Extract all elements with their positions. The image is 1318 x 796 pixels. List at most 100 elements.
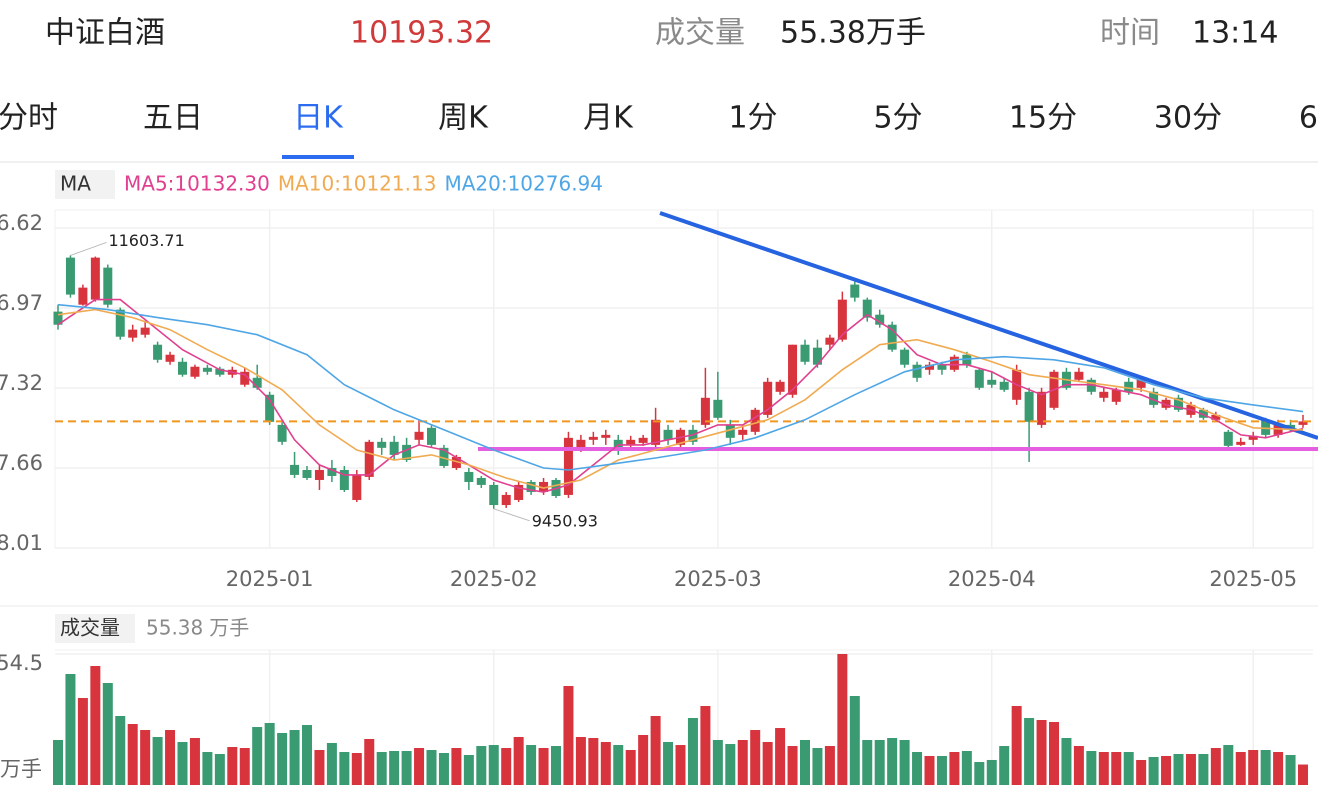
- volume-bar: [912, 752, 923, 785]
- candle-body: [1298, 421, 1308, 425]
- volume-bar: [426, 750, 437, 785]
- volume-bar: [77, 698, 88, 785]
- candle-body: [912, 364, 922, 378]
- y-tick-label: 10477.32: [0, 371, 43, 395]
- x-tick-label: 2025-03: [674, 567, 762, 591]
- tab[interactable]: 5分: [873, 101, 922, 136]
- time-value: 13:14: [1192, 16, 1278, 51]
- volume-bar: [364, 738, 375, 785]
- candle-body: [252, 377, 262, 388]
- volume-bar: [1086, 751, 1097, 785]
- x-tick-label: 2025-01: [226, 567, 314, 591]
- volume-bar: [986, 759, 997, 785]
- candle-body: [140, 327, 150, 335]
- tab[interactable]: 五日: [143, 101, 203, 136]
- tab[interactable]: 15分: [1009, 101, 1077, 136]
- volume-bar: [787, 746, 798, 785]
- volume-bar: [862, 739, 873, 785]
- volume-bar: [177, 741, 188, 785]
- volume-bar: [588, 737, 599, 785]
- tab[interactable]: 30分: [1154, 101, 1222, 136]
- candle-body: [999, 381, 1009, 390]
- candle-body: [725, 424, 735, 438]
- candle-body: [937, 364, 947, 370]
- volume-bar: [650, 716, 661, 785]
- index-name: 中证白酒: [45, 16, 165, 51]
- candle-body: [439, 447, 449, 466]
- x-tick-label: 2025-02: [450, 567, 538, 591]
- tab[interactable]: 1分: [728, 101, 777, 136]
- volume-legend-value: 55.38: [146, 616, 203, 640]
- volume-bar: [1073, 746, 1084, 785]
- volume-bar: [314, 750, 325, 785]
- volume-bar: [65, 673, 76, 785]
- y-tick-label: 354.5: [0, 651, 43, 675]
- legend-separator: :: [334, 172, 341, 196]
- volume-bar: [750, 730, 761, 785]
- volume-bar: [227, 747, 238, 785]
- volume-value: 55.38: [780, 16, 866, 51]
- candle-body: [464, 471, 474, 482]
- max-label: 11603.71: [108, 231, 184, 250]
- candle-body: [850, 284, 860, 298]
- candle-body: [1124, 381, 1134, 392]
- tab-underline: [282, 155, 354, 159]
- volume-bar: [613, 745, 624, 785]
- tab[interactable]: 月K: [583, 101, 634, 136]
- candle-body: [900, 349, 910, 365]
- volume-bar: [600, 741, 611, 785]
- volume-bar: [1024, 718, 1035, 785]
- volume-bar: [712, 739, 723, 785]
- time-label: 时间: [1100, 16, 1160, 51]
- volume-label: 成交量: [655, 16, 745, 51]
- volume-bar: [152, 736, 163, 785]
- candle-body: [53, 311, 63, 325]
- candle-body: [427, 427, 436, 445]
- volume-bar: [936, 755, 947, 785]
- volume-bar: [700, 705, 711, 785]
- volume-bar: [663, 741, 674, 785]
- candle-body: [663, 429, 673, 440]
- candle-body: [514, 484, 524, 500]
- y-tick-label: 9797.66: [0, 451, 43, 475]
- candle-body: [713, 399, 723, 418]
- legend-value: 10121.13: [341, 172, 436, 196]
- x-tick-label: 2025-05: [1209, 567, 1297, 591]
- candle-body: [389, 441, 399, 455]
- volume-bar: [849, 696, 860, 785]
- last-price: 10193.32: [350, 16, 493, 51]
- candle-body: [402, 444, 412, 460]
- trend-line: [659, 211, 1318, 440]
- candle-body: [78, 287, 88, 305]
- candle-body: [1136, 379, 1146, 388]
- candle-body: [165, 354, 175, 362]
- tab[interactable]: 分时: [0, 101, 58, 136]
- volume-bar: [451, 748, 462, 785]
- volume-bar: [165, 730, 176, 785]
- candle-body: [364, 441, 374, 477]
- candle-body: [377, 441, 387, 448]
- tab[interactable]: 日K: [293, 101, 344, 136]
- candle-body: [862, 299, 872, 318]
- volume-bar: [277, 733, 288, 785]
- legend-name: MA5: [124, 172, 168, 196]
- candle-body: [476, 477, 486, 485]
- candle-body: [339, 469, 349, 490]
- candle-body: [153, 344, 163, 360]
- volume-bar: [725, 744, 736, 785]
- tab[interactable]: 60分: [1299, 101, 1318, 136]
- volume-bar: [638, 735, 649, 785]
- x-tick-label: 2025-04: [948, 567, 1036, 591]
- tab[interactable]: 周K: [438, 101, 489, 136]
- candle-body: [190, 366, 200, 377]
- volume-unit: 万手: [866, 16, 926, 51]
- volume-bar: [189, 737, 200, 785]
- candle-body: [875, 314, 885, 325]
- candle-body: [1248, 435, 1258, 440]
- volume-bar: [1273, 752, 1284, 785]
- y-tick-label: 11836.62: [0, 211, 43, 235]
- volume-bar: [376, 752, 387, 785]
- volume-bar: [1198, 753, 1209, 785]
